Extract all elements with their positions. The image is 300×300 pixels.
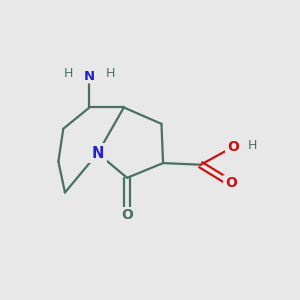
Text: H: H [248, 139, 257, 152]
Text: H: H [64, 67, 73, 80]
Text: N: N [92, 146, 104, 161]
Text: O: O [227, 140, 239, 154]
Bar [225, 139, 242, 155]
Bar [119, 207, 135, 224]
Text: N: N [84, 70, 95, 83]
Text: O: O [121, 208, 133, 222]
Text: O: O [225, 176, 237, 190]
Text: H: H [106, 67, 116, 80]
Bar [223, 175, 239, 191]
Bar [88, 143, 107, 163]
